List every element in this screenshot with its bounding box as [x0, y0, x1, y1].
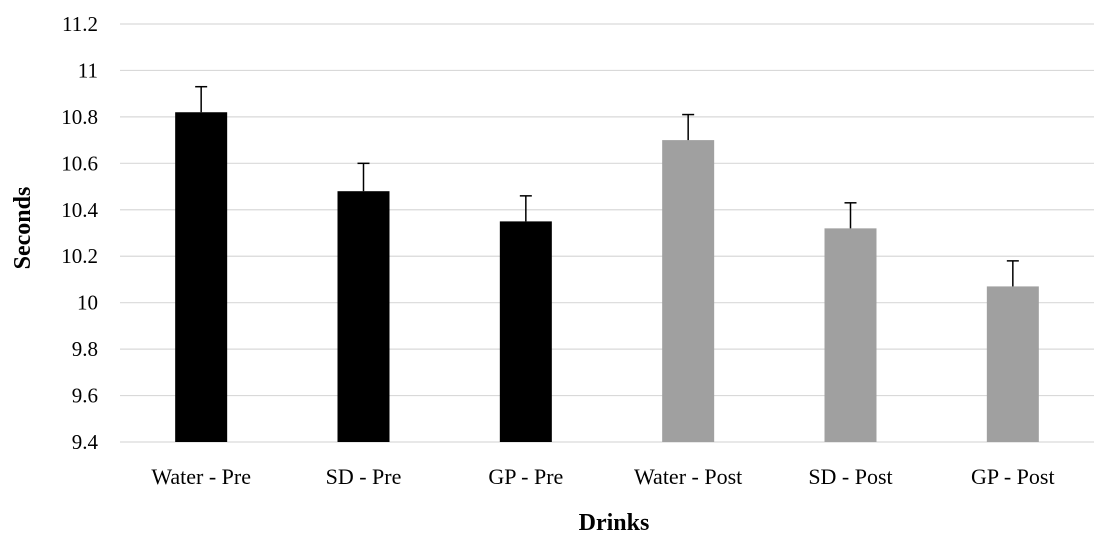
- y-tick-label: 10: [77, 291, 98, 315]
- y-tick-label: 10.8: [61, 105, 98, 129]
- x-category-label: Water - Post: [634, 464, 742, 489]
- bar: [175, 112, 228, 442]
- error-bar: [1006, 260, 1019, 287]
- bars: [175, 112, 1039, 442]
- error-bar: [519, 195, 532, 222]
- y-tick-label: 9.4: [72, 430, 99, 454]
- y-tick-label: 11: [78, 58, 98, 82]
- bar: [824, 228, 877, 442]
- error-bar: [357, 162, 370, 192]
- x-axis-title: Drinks: [579, 510, 650, 536]
- y-tick-label: 10.2: [61, 244, 98, 268]
- gridlines: [120, 23, 1094, 443]
- y-tick-label: 10.4: [61, 198, 98, 222]
- y-tick-label: 10.6: [61, 151, 98, 175]
- error-bars: [195, 85, 1019, 287]
- y-tick-label: 11.2: [62, 12, 98, 36]
- y-axis-tick-labels: 9.4 9.6 9.8 10 10.2 10.4 10.6 10.8 11 11.2: [61, 12, 98, 454]
- x-category-label: Water - Pre: [151, 464, 251, 489]
- x-category-label: SD - Pre: [326, 464, 402, 489]
- y-tick-label: 9.8: [72, 337, 98, 361]
- y-axis-title: Seconds: [10, 187, 36, 270]
- error-bar: [195, 85, 208, 113]
- bar: [662, 140, 715, 442]
- x-category-label: SD - Post: [808, 464, 892, 489]
- error-bar: [844, 202, 857, 229]
- x-axis-category-labels: Water - Pre SD - Pre GP - Pre Water - Post S…: [151, 464, 1054, 489]
- bar: [337, 191, 390, 442]
- x-category-label: GP - Post: [971, 464, 1055, 489]
- x-category-label: GP - Pre: [488, 464, 563, 489]
- error-bar: [682, 113, 695, 141]
- bar: [499, 221, 552, 442]
- y-tick-label: 9.6: [72, 384, 98, 408]
- bar: [986, 286, 1039, 442]
